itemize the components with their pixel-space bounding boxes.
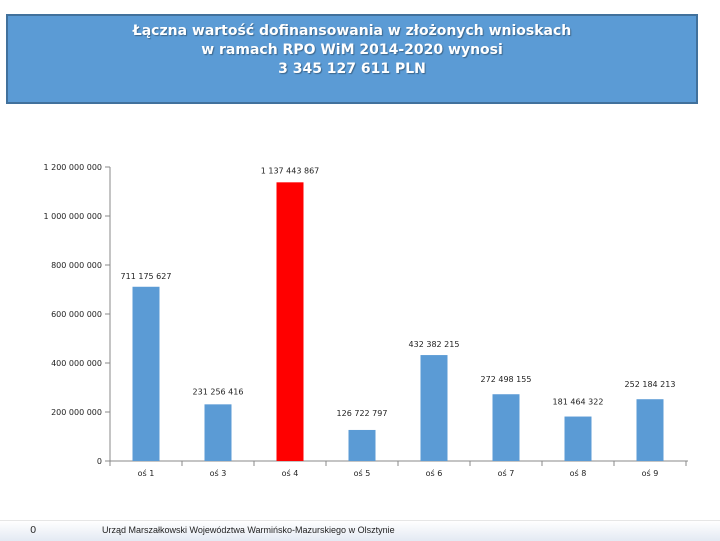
chart-title-box: Łączna wartość dofinansowania w złożonyc… (6, 14, 698, 104)
bar-value-label: 711 175 627 (121, 272, 172, 281)
y-tick-label: 400 000 000 (51, 359, 102, 368)
bar-oś-4 (276, 182, 304, 462)
title-line-1: Łączna wartość dofinansowania w złożonyc… (132, 22, 572, 39)
bar-value-label: 231 256 416 (193, 387, 244, 396)
y-tick-label: 1 000 000 000 (43, 212, 102, 221)
y-tick-label: 0 (97, 457, 102, 466)
bar-value-label: 272 498 155 (481, 375, 532, 384)
category-label: oś 8 (570, 468, 587, 478)
title-line-3: 3 345 127 611 PLN (278, 60, 426, 77)
bar-oś-6 (420, 355, 448, 461)
category-label: oś 6 (426, 468, 443, 478)
bar-oś-7 (492, 394, 520, 461)
y-tick-label: 200 000 000 (51, 408, 102, 417)
bar-oś-1 (132, 286, 160, 461)
title-line-2: w ramach RPO WiM 2014-2020 wynosi (201, 41, 503, 58)
bar-value-label: 126 722 797 (337, 409, 388, 418)
y-tick-label: 1 200 000 000 (43, 163, 102, 172)
bar-oś-5 (348, 429, 376, 461)
footer-institution: Urząd Marszałkowski Województwa Warmińsk… (102, 525, 395, 535)
bar-value-label: 181 464 322 (553, 398, 604, 407)
category-label: oś 5 (354, 468, 371, 478)
y-tick-label: 600 000 000 (51, 310, 102, 319)
bar-oś-3 (204, 404, 232, 461)
bar-value-label: 252 184 213 (625, 380, 676, 389)
category-label: oś 4 (282, 468, 299, 478)
y-tick-label: 800 000 000 (51, 261, 102, 270)
bar-value-label: 1 137 443 867 (261, 166, 320, 175)
page-number: 0 (30, 525, 37, 536)
category-label: oś 7 (498, 468, 515, 478)
category-label: oś 3 (210, 468, 227, 478)
footer-bar (0, 520, 720, 541)
bar-oś-9 (636, 399, 664, 461)
category-label: oś 9 (642, 468, 659, 478)
bar-value-label: 432 382 215 (409, 340, 460, 349)
category-label: oś 1 (138, 468, 155, 478)
bar-oś-8 (564, 416, 592, 461)
